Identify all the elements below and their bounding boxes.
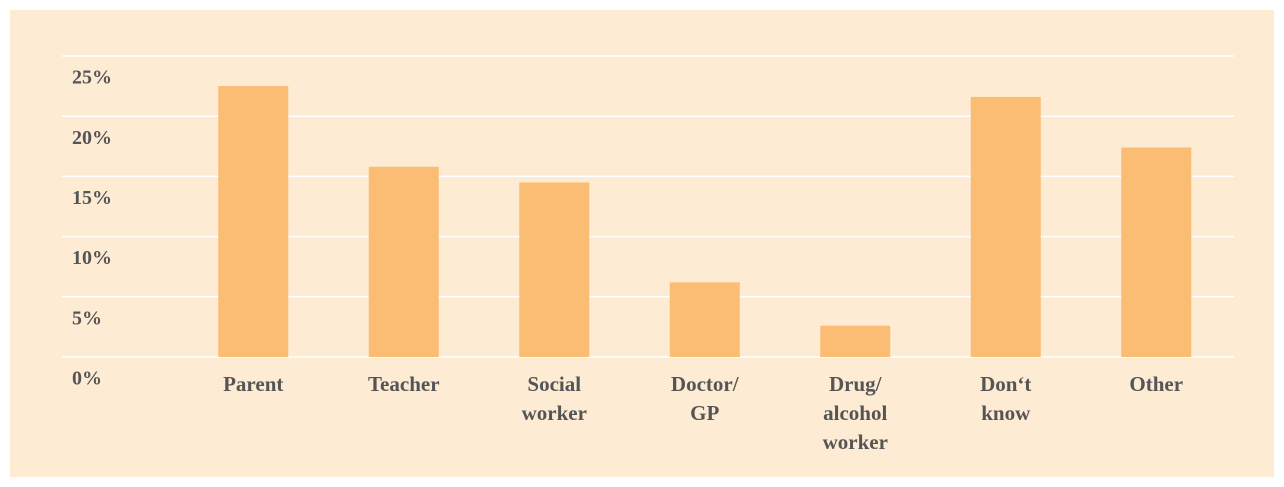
bar [970,96,1041,357]
x-tick-label: Don‘t know [980,372,1032,425]
x-tick-label: Parent [223,372,284,396]
y-tick-label: 0% [72,368,102,390]
bar [669,282,740,357]
bar [368,166,439,357]
bar [218,86,289,357]
x-tick-label: Social worker [521,372,587,425]
bar [1121,147,1192,357]
x-tick-label: Drug/ alcohol worker [822,372,888,454]
x-tick-label: Teacher [367,372,440,396]
y-tick-label: 25% [72,67,112,89]
bar [820,325,891,357]
y-tick-label: 10% [72,247,112,269]
x-tick-label: Other [1129,372,1184,396]
y-tick-label: 20% [72,127,112,149]
y-tick-label: 5% [72,307,102,329]
bar [519,182,590,357]
y-tick-label: 15% [72,187,112,209]
x-tick-label: Doctor/ GP [670,372,739,425]
